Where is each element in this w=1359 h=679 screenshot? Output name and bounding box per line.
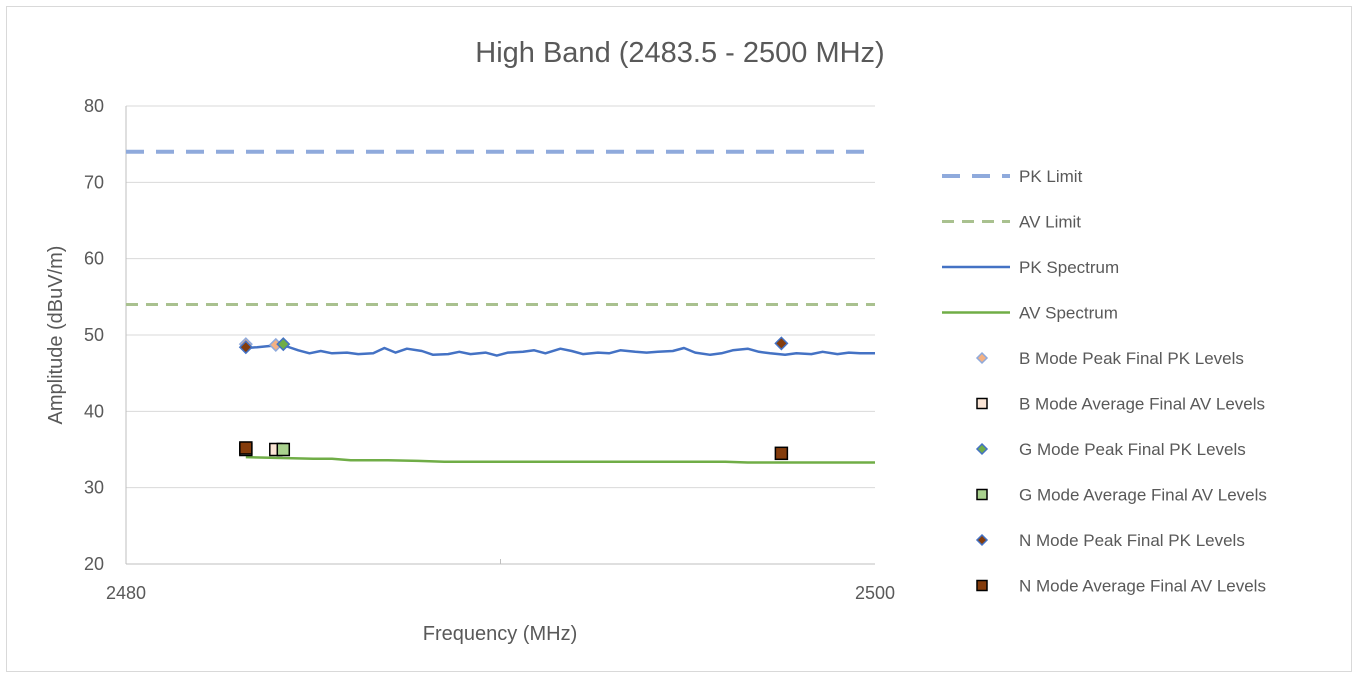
y-tick-label-5: 70 xyxy=(84,172,104,192)
y-tick-label-3: 50 xyxy=(84,325,104,345)
legend-label-g-mode-average-final-av-levels: G Mode Average Final AV Levels xyxy=(1019,486,1267,505)
chart-title: High Band (2483.5 - 2500 MHz) xyxy=(475,37,884,69)
x-tick-label-1: 2500 xyxy=(855,583,895,603)
legend-label-n-mode-peak-final-pk-levels: N Mode Peak Final PK Levels xyxy=(1019,531,1245,550)
legend-label-g-mode-peak-final-pk-levels: G Mode Peak Final PK Levels xyxy=(1019,440,1246,459)
legend-label-n-mode-average-final-av-levels: N Mode Average Final AV Levels xyxy=(1019,577,1266,596)
legend-label-av-spectrum: AV Spectrum xyxy=(1019,304,1118,323)
legend-swatch-g-mode-average-final-av-levels xyxy=(976,488,988,501)
y-tick-label-1: 30 xyxy=(84,478,104,498)
legend-swatch-n-mode-average-final-av-levels xyxy=(976,579,988,592)
legend-label-b-mode-peak-final-pk-levels: B Mode Peak Final PK Levels xyxy=(1019,349,1244,368)
legend-swatch-g-mode-peak-final-pk-levels xyxy=(975,442,989,456)
y-axis-label: Amplitude (dBuV/m) xyxy=(45,246,67,425)
g-mode-average-final-av-levels-point-0 xyxy=(276,442,291,457)
x-axis-label: Frequency (MHz) xyxy=(423,623,577,645)
legend-swatch-n-mode-peak-final-pk-levels xyxy=(975,533,989,547)
n-mode-peak-final-pk-levels-point-0 xyxy=(238,340,253,355)
legend: PK Limit AV Limit PK Spectrum AV Spectrum B … xyxy=(942,167,1267,596)
y-tick-label-4: 60 xyxy=(84,249,104,269)
y-tick-label-6: 80 xyxy=(84,96,104,116)
n-mode-peak-final-pk-levels-point-1 xyxy=(774,336,789,351)
legend-label-b-mode-average-final-av-levels: B Mode Average Final AV Levels xyxy=(1019,395,1265,414)
n-mode-average-final-av-levels-point-0 xyxy=(239,441,253,455)
y-tick-label-2: 40 xyxy=(84,401,104,421)
legend-swatch-b-mode-peak-final-pk-levels xyxy=(975,351,989,365)
chart-frame xyxy=(6,6,1352,672)
legend-label-pk-spectrum: PK Spectrum xyxy=(1019,258,1119,277)
y-tick-label-0: 20 xyxy=(84,554,104,574)
legend-swatch-b-mode-average-final-av-levels xyxy=(976,397,988,410)
n-mode-average-final-av-levels-point-1 xyxy=(774,446,789,461)
legend-label-av-limit: AV Limit xyxy=(1019,213,1081,232)
av-spectrum-line xyxy=(245,455,875,464)
g-mode-peak-final-pk-levels-point-0 xyxy=(276,337,291,352)
pk-spectrum-line xyxy=(245,344,875,357)
x-tick-label-0: 2480 xyxy=(106,583,146,603)
legend-label-pk-limit: PK Limit xyxy=(1019,167,1083,186)
